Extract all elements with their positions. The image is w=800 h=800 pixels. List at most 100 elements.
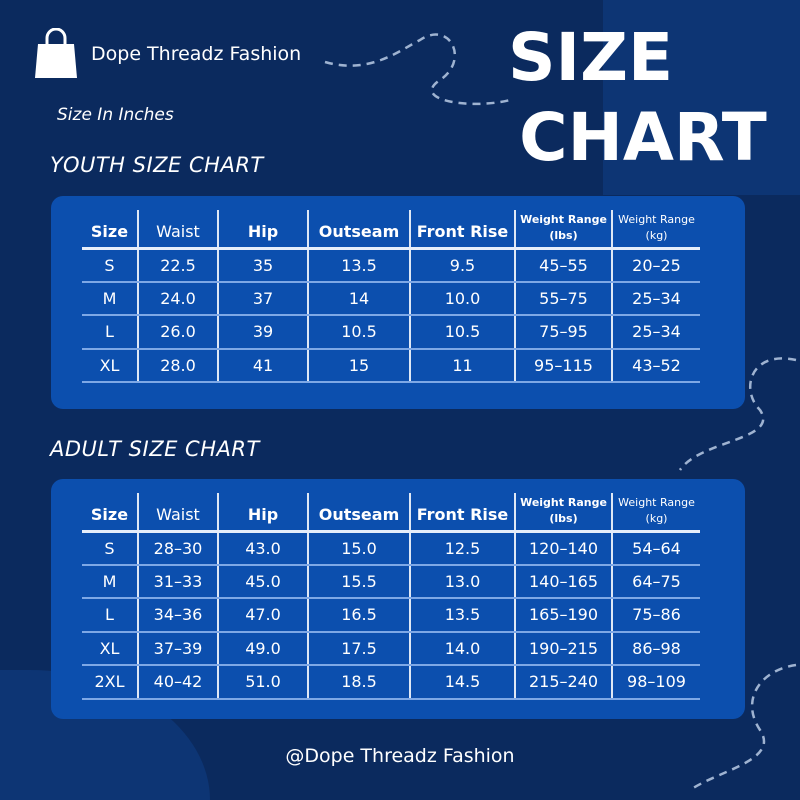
table-cell: 41: [217, 348, 308, 383]
column-header: Front Rise: [409, 210, 515, 250]
table-cell: 24.0: [137, 281, 218, 316]
table-row: L 34–36 47.0 16.5 13.5 165–190 75–86: [82, 598, 700, 633]
table-row: S 22.5 35 13.5 9.5 45–55 20–25: [82, 248, 700, 283]
column-header: Hip: [217, 493, 308, 533]
background-panel: [603, 0, 800, 195]
table-row: M 24.0 37 14 10.0 55–75 25–34: [82, 281, 700, 316]
shopping-bag-icon: [35, 28, 77, 78]
table-cell: 26.0: [137, 315, 218, 350]
table-cell: 34–36: [137, 598, 218, 633]
footer-handle: @Dope Threadz Fashion: [285, 745, 515, 767]
column-header: Waist: [137, 210, 218, 250]
header-row: Size Waist Hip Outseam Front Rise Weight Rang…: [82, 210, 700, 250]
table-cell: 54–64: [611, 531, 700, 566]
table-cell: 95–115: [514, 348, 612, 383]
table-cell: 10.5: [307, 315, 410, 350]
table-cell: 15.0: [307, 531, 410, 566]
adult-size-table: Size Waist Hip Outseam Front Rise Weight Rang…: [82, 493, 700, 700]
title-line-1: SIZE: [508, 19, 674, 96]
table-cell: 16.5: [307, 598, 410, 633]
table-cell: XL: [82, 631, 138, 666]
table-cell: 49.0: [217, 631, 308, 666]
table-cell: 37: [217, 281, 308, 316]
table-cell: 45.0: [217, 564, 308, 599]
table-cell: 22.5: [137, 248, 218, 283]
table-cell: XL: [82, 348, 138, 383]
table-cell: 120–140: [514, 531, 612, 566]
table-cell: 15.5: [307, 564, 410, 599]
table-cell: 55–75: [514, 281, 612, 316]
title-line-2: CHART: [519, 99, 767, 176]
table-cell: 13.0: [409, 564, 515, 599]
table-cell: 64–75: [611, 564, 700, 599]
column-header: Hip: [217, 210, 308, 250]
table-cell: 14.5: [409, 665, 515, 700]
table-cell: 45–55: [514, 248, 612, 283]
column-header: Weight Range (kg): [611, 210, 700, 250]
adult-section-title: ADULT SIZE CHART: [50, 437, 260, 461]
brand-name: Dope Threadz Fashion: [91, 43, 302, 65]
table-cell: 40–42: [137, 665, 218, 700]
table-cell: 165–190: [514, 598, 612, 633]
table-cell: 14: [307, 281, 410, 316]
table-cell: 37–39: [137, 631, 218, 666]
table-cell: 2XL: [82, 665, 138, 700]
table-cell: 75–86: [611, 598, 700, 633]
subtitle: Size In Inches: [57, 105, 174, 125]
table-cell: 9.5: [409, 248, 515, 283]
table-cell: 20–25: [611, 248, 700, 283]
youth-size-card: Size Waist Hip Outseam Front Rise Weight Rang…: [51, 196, 745, 409]
column-header: Weight Range (lbs): [514, 210, 612, 250]
table-cell: 35: [217, 248, 308, 283]
column-header: Outseam: [307, 493, 410, 533]
table-cell: 13.5: [307, 248, 410, 283]
table-cell: 28.0: [137, 348, 218, 383]
adult-size-card: Size Waist Hip Outseam Front Rise Weight Rang…: [51, 479, 745, 719]
header-row: Size Waist Hip Outseam Front Rise Weight Rang…: [82, 493, 700, 533]
table-cell: S: [82, 248, 138, 283]
table-cell: 86–98: [611, 631, 700, 666]
table-cell: 13.5: [409, 598, 515, 633]
table-cell: M: [82, 564, 138, 599]
brand-header: Dope Threadz Fashion: [33, 28, 301, 80]
table-cell: S: [82, 531, 138, 566]
table-row: L 26.0 39 10.5 10.5 75–95 25–34: [82, 315, 700, 350]
table-cell: 10.5: [409, 315, 515, 350]
table-cell: 47.0: [217, 598, 308, 633]
table-cell: L: [82, 598, 138, 633]
table-cell: 10.0: [409, 281, 515, 316]
table-cell: 98–109: [611, 665, 700, 700]
table-row: S 28–30 43.0 15.0 12.5 120–140 54–64: [82, 531, 700, 566]
table-cell: 25–34: [611, 315, 700, 350]
column-header: Outseam: [307, 210, 410, 250]
table-cell: 14.0: [409, 631, 515, 666]
table-row: XL 37–39 49.0 17.5 14.0 190–215 86–98: [82, 631, 700, 666]
youth-section-title: YOUTH SIZE CHART: [50, 153, 264, 177]
table-row: M 31–33 45.0 15.5 13.0 140–165 64–75: [82, 564, 700, 599]
table-cell: M: [82, 281, 138, 316]
table-cell: 11: [409, 348, 515, 383]
table-cell: 215–240: [514, 665, 612, 700]
table-cell: 17.5: [307, 631, 410, 666]
column-header: Front Rise: [409, 493, 515, 533]
table-cell: 43.0: [217, 531, 308, 566]
column-header: Weight Range (lbs): [514, 493, 612, 533]
table-cell: 31–33: [137, 564, 218, 599]
table-row: 2XL 40–42 51.0 18.5 14.5 215–240 98–109: [82, 665, 700, 700]
column-header: Waist: [137, 493, 218, 533]
table-cell: 190–215: [514, 631, 612, 666]
table-cell: 12.5: [409, 531, 515, 566]
column-header: Size: [82, 210, 138, 250]
table-cell: 18.5: [307, 665, 410, 700]
table-cell: 51.0: [217, 665, 308, 700]
column-header: Weight Range (kg): [611, 493, 700, 533]
table-cell: L: [82, 315, 138, 350]
table-cell: 15: [307, 348, 410, 383]
table-cell: 39: [217, 315, 308, 350]
table-cell: 140–165: [514, 564, 612, 599]
table-cell: 25–34: [611, 281, 700, 316]
column-header: Size: [82, 493, 138, 533]
table-row: XL 28.0 41 15 11 95–115 43–52: [82, 348, 700, 383]
table-cell: 43–52: [611, 348, 700, 383]
